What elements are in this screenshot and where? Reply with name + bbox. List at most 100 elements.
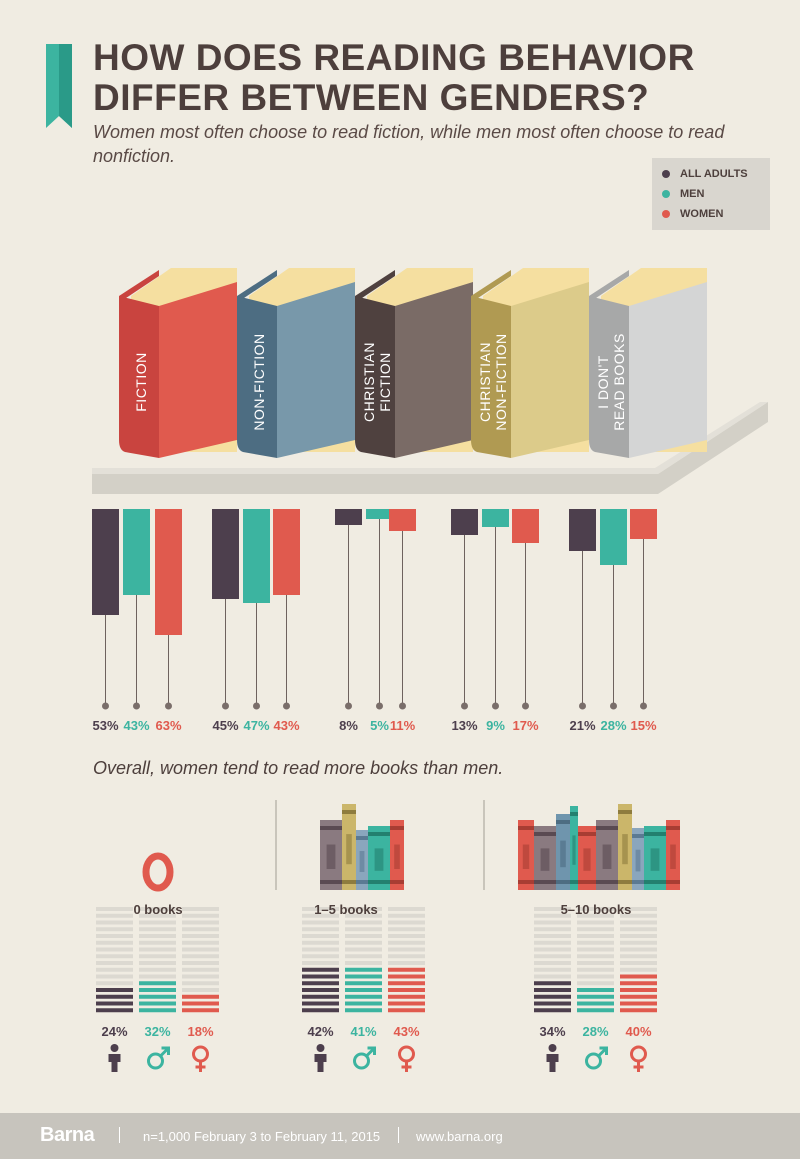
book-band [570, 880, 578, 884]
stack-stripe-filled [302, 1008, 339, 1013]
stack-stripe-empty [96, 920, 133, 925]
stack-stripe-empty [182, 947, 219, 952]
stack-stripe-empty [577, 934, 614, 938]
stack-stripe-filled [345, 974, 382, 979]
book-cover [511, 282, 589, 458]
book-spine [119, 296, 159, 458]
stack-stripe-empty [534, 954, 571, 959]
bar [630, 509, 657, 539]
data-label: 41% [350, 1024, 377, 1039]
stack-stripe-filled [302, 994, 339, 999]
stack-stripe-empty [534, 947, 571, 952]
book-plate [635, 849, 641, 872]
stack-stripe-empty [302, 920, 339, 925]
data-label: 24% [101, 1024, 128, 1039]
bar-pin [253, 702, 260, 710]
stack-stripe-filled [388, 974, 425, 979]
stack-stripe-empty [620, 934, 657, 938]
stack-stripe-empty [182, 920, 219, 925]
decor-book [632, 828, 644, 890]
stack-stripe-empty [182, 967, 219, 972]
stack-stripe-empty [577, 967, 614, 972]
person-legs [549, 1062, 556, 1072]
stack-stripe-empty [302, 913, 339, 918]
bookmark-icon [46, 44, 72, 128]
book-4: I DON'TREAD BOOKS [589, 268, 707, 458]
book-plate [650, 848, 660, 871]
stack-stripe-empty [388, 961, 425, 965]
decor-book [518, 820, 534, 890]
bar [366, 509, 393, 519]
book-cover-edge [589, 270, 629, 300]
stack-stripe-empty [139, 934, 176, 938]
stack-stripe-empty [577, 907, 614, 911]
bar-pin [461, 702, 468, 710]
book-plate [359, 851, 365, 872]
stack-stripe-filled [577, 988, 614, 992]
stack-stripe-empty [577, 940, 614, 945]
stack-stripe-empty [182, 940, 219, 945]
book-2: CHRISTIANFICTION [355, 268, 473, 458]
book-band [556, 820, 570, 824]
data-label: 15% [630, 718, 657, 733]
person-head [548, 1044, 557, 1052]
decor-book [556, 814, 570, 890]
bar [600, 509, 627, 565]
shelf-board [92, 402, 768, 494]
stack-stripe-empty [577, 954, 614, 959]
data-label: 9% [486, 718, 505, 733]
bar [512, 509, 539, 543]
stack-stripe-empty [345, 907, 382, 911]
stack-stripe-filled [182, 1008, 219, 1013]
female-circle [398, 1045, 415, 1063]
book-band [632, 880, 644, 884]
data-label: 43% [123, 718, 150, 733]
book-band [390, 880, 404, 884]
stack-stripe-filled [345, 988, 382, 992]
stack-stripe-empty [182, 974, 219, 979]
book-label-line: NON-FICTION [251, 333, 267, 430]
bars-group [92, 509, 657, 710]
book-band [578, 880, 596, 884]
stack-stripe-empty [620, 913, 657, 918]
bar-pin [640, 702, 647, 710]
book-band [518, 880, 534, 884]
lower-decoration [142, 800, 680, 892]
book-band [570, 812, 578, 816]
legend-label: MEN [680, 188, 705, 200]
decor-book [570, 806, 578, 890]
bar [155, 509, 182, 635]
bar [92, 509, 119, 615]
bar-pin [345, 702, 352, 710]
stack-stripe-empty [182, 961, 219, 965]
person-body [314, 1054, 327, 1062]
stack-stripe-filled [388, 1008, 425, 1013]
stack-stripe-empty [577, 947, 614, 952]
stack-stripe-empty [96, 934, 133, 938]
book-0: FICTION [119, 268, 237, 458]
stack-stripe-empty [577, 974, 614, 979]
book-label: NON-FICTION [251, 333, 267, 430]
book-plate [374, 848, 384, 871]
stack-stripe-filled [534, 988, 571, 992]
person-head [316, 1044, 325, 1052]
stack-stripe-empty [534, 927, 571, 932]
data-label: 53% [92, 718, 119, 733]
female-circle [630, 1045, 647, 1063]
data-label: 28% [582, 1024, 609, 1039]
stack-stripe-filled [96, 994, 133, 999]
stack-stripe-filled [388, 994, 425, 999]
book-band [596, 880, 618, 884]
stack-stripe-filled [345, 967, 382, 972]
legend-swatch [662, 190, 670, 199]
footer-divider [398, 1127, 399, 1143]
stack-stripe-filled [139, 981, 176, 986]
person-icon [546, 1044, 559, 1072]
book-spine [355, 296, 395, 458]
bar [273, 509, 300, 595]
book-band [368, 832, 390, 836]
stack-stripe-filled [534, 1001, 571, 1006]
books-group: FICTION NON-FICTION CHRISTIANFICTION CHRIST… [119, 268, 707, 458]
book-band [390, 826, 404, 830]
stack-stripe-empty [139, 940, 176, 945]
